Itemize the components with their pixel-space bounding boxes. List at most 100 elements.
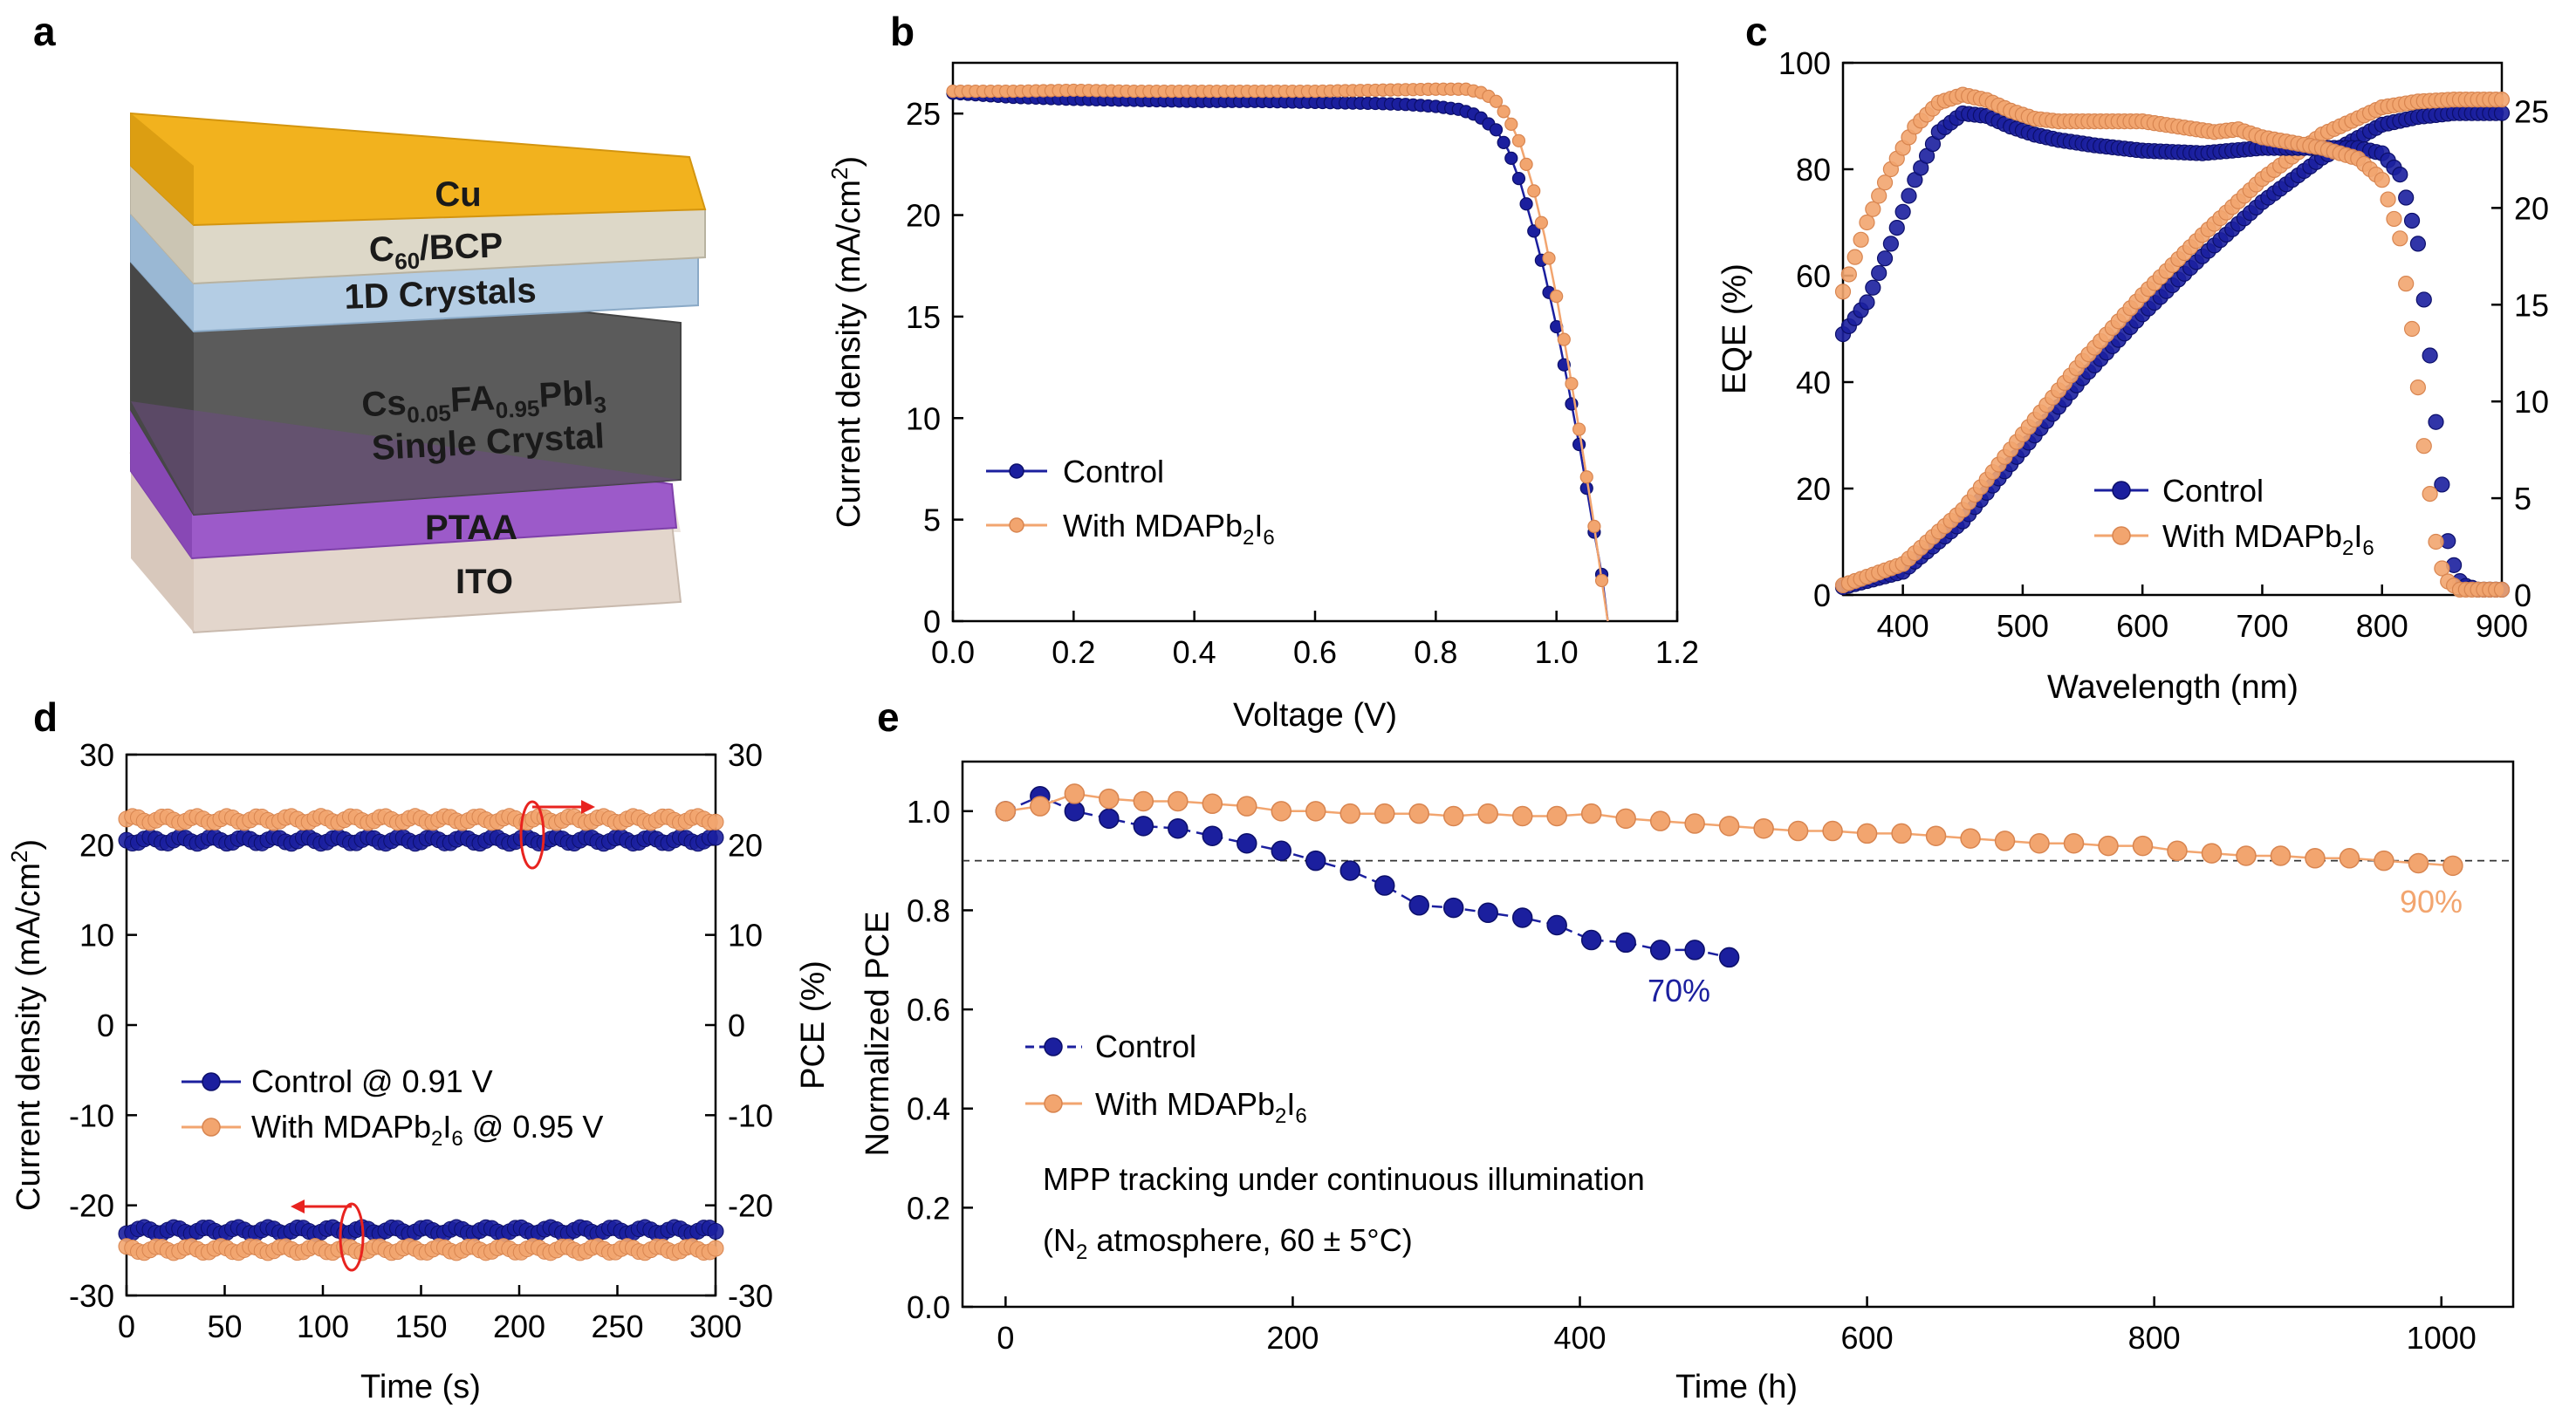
layer-label-cu: Cu [435, 175, 481, 214]
data-point-e [1168, 790, 1189, 812]
arrow-ellipse-pce [519, 800, 545, 870]
series-group-b [946, 82, 1609, 622]
eqe-point-c [2398, 189, 2415, 206]
data-point-b [1489, 94, 1504, 108]
y-tick-label-c-right: 15 [2514, 287, 2549, 323]
layer-label-perovskite: Cs0.05FA0.95PbI3 [360, 373, 606, 431]
annotation-mpp-line1: MPP tracking under continuous illuminati… [1043, 1161, 1645, 1197]
plot-frame-e [961, 760, 2515, 1309]
x-tick-label-c: 400 [1877, 608, 1929, 644]
eqe-point-c [2374, 172, 2390, 188]
y-tick-label-c-left: 60 [1796, 258, 1831, 294]
data-point-e [1305, 850, 1326, 872]
data-point-d-pce [707, 829, 724, 846]
data-point-e [1718, 947, 1740, 968]
eqe-point-c [2386, 210, 2402, 228]
eqe-point-c [1882, 236, 1900, 252]
y-tick-label-d-left: 30 [79, 737, 114, 773]
legend-b-mdap-label: With MDAPb2I6 [1063, 508, 1275, 550]
eqe-point-c [1846, 249, 1863, 265]
data-point-e [1511, 805, 1533, 827]
x-tick-label-c: 700 [2236, 608, 2288, 644]
legend-e: Control With MDAPb2I6 [1025, 1029, 1307, 1128]
annotation-mpp-line2: (N2 atmosphere, 60 ± 5°C) [1043, 1222, 1413, 1264]
y-tick-label-c-left: 20 [1796, 471, 1831, 507]
eqe-point-c [2403, 212, 2421, 229]
eqe-point-c [1888, 220, 1905, 236]
layer-label-1d-crystals: 1D Crystals [344, 271, 538, 317]
tick-group-b: 0.0 0.2 0.4 0.6 0.8 1.0 1.2 0 5 10 15 20 25 [906, 96, 1699, 670]
x-tick-label-d: 300 [689, 1309, 742, 1344]
layer-cu [130, 112, 707, 227]
legend-c-mdap-marker [2112, 526, 2131, 545]
x-tick-label-b: 0.0 [931, 634, 975, 670]
eqe-point-c [1859, 294, 1875, 311]
eqe-point-c [1871, 264, 1887, 282]
data-point-b [1511, 133, 1526, 147]
y-tick-label-d-right: 20 [728, 827, 763, 863]
eqe-point-c [2409, 379, 2427, 396]
eqe-point-c [1876, 174, 1894, 191]
tick-group-e: 0 200 400 600 800 1000 0.0 0.2 0.4 0.6 0.8 1.0 [907, 794, 2513, 1356]
panel-label-d: d [33, 694, 58, 740]
y-tick-label-d-left: 0 [97, 1008, 114, 1043]
data-point-b [1572, 422, 1586, 436]
eqe-point-c [2422, 347, 2438, 364]
data-point-e [1615, 808, 1636, 830]
x-tick-label-e: 0 [997, 1320, 1014, 1356]
panel-label-c: c [1745, 9, 1768, 54]
eqe-point-c [2403, 320, 2421, 338]
data-point-e [1339, 803, 1360, 824]
legend-c-control-label: Control [2162, 473, 2264, 509]
data-point-e [2063, 833, 2085, 854]
legend-c-control-marker [2112, 481, 2131, 500]
series-line-b [952, 92, 1609, 622]
eqe-point-c [1876, 250, 1894, 267]
data-point-e [1408, 803, 1429, 824]
layer-perovskite-purple-tint [131, 401, 681, 515]
y-tick-label-e: 0.4 [907, 1091, 950, 1127]
data-point-e [1064, 783, 1086, 804]
y-tick-label-b: 10 [906, 400, 941, 436]
y-tick-label-d-right: 30 [728, 737, 763, 773]
data-point-e [1477, 803, 1498, 824]
annotation-mdap-90: 90% [2400, 884, 2463, 919]
eqe-point-c [1865, 201, 1881, 217]
y-tick-label-c-right: 0 [2514, 578, 2531, 613]
x-tick-label-d: 150 [394, 1309, 447, 1344]
data-point-e [1753, 817, 1774, 839]
x-tick-label-e: 200 [1266, 1320, 1319, 1356]
layer-1d-crystals-side [131, 209, 194, 332]
eqe-point-c [2434, 476, 2450, 493]
legend-e-control-label: Control [1095, 1029, 1196, 1064]
y-tick-label-b: 20 [906, 198, 941, 234]
data-point-e [1891, 823, 1912, 844]
panel-c: c 400 500 600 700 800 90002040608010005101520… [1716, 9, 2549, 706]
data-point-e [2167, 840, 2188, 862]
y-tick-label-e: 0.0 [907, 1289, 950, 1325]
x-axis-label-c: Wavelength (nm) [2047, 669, 2299, 706]
series-group-d [118, 808, 724, 1261]
y-tick-label-d-left: 10 [79, 918, 114, 954]
y-tick-label-d-right: 0 [728, 1008, 745, 1043]
x-tick-label-c: 600 [2116, 608, 2168, 644]
y-tick-label-d-left: -30 [69, 1278, 114, 1314]
data-point-e [1271, 801, 1292, 822]
x-tick-label-b: 1.2 [1655, 634, 1699, 670]
y-axis-label-b: Current density (mA/cm2) [826, 156, 867, 528]
x-tick-label-c: 800 [2356, 608, 2408, 644]
y-tick-label-c-right: 10 [2514, 384, 2549, 420]
data-point-e [1271, 840, 1292, 862]
y-axis-label-e: Normalized PCE [860, 912, 896, 1157]
series-group-e [995, 783, 2463, 968]
data-point-b [1572, 437, 1586, 452]
data-point-e [1580, 929, 1602, 951]
layer-cu-side [131, 113, 194, 225]
eqe-point-c [1853, 231, 1869, 248]
y-tick-label-c-right: 25 [2514, 93, 2549, 129]
y-tick-label-e: 1.0 [907, 794, 950, 830]
y-tick-label-d-right: -30 [728, 1278, 773, 1314]
legend-e-control-marker [1044, 1037, 1063, 1056]
eqe-point-c [2428, 533, 2444, 550]
y-tick-label-d-left: -20 [69, 1188, 114, 1224]
